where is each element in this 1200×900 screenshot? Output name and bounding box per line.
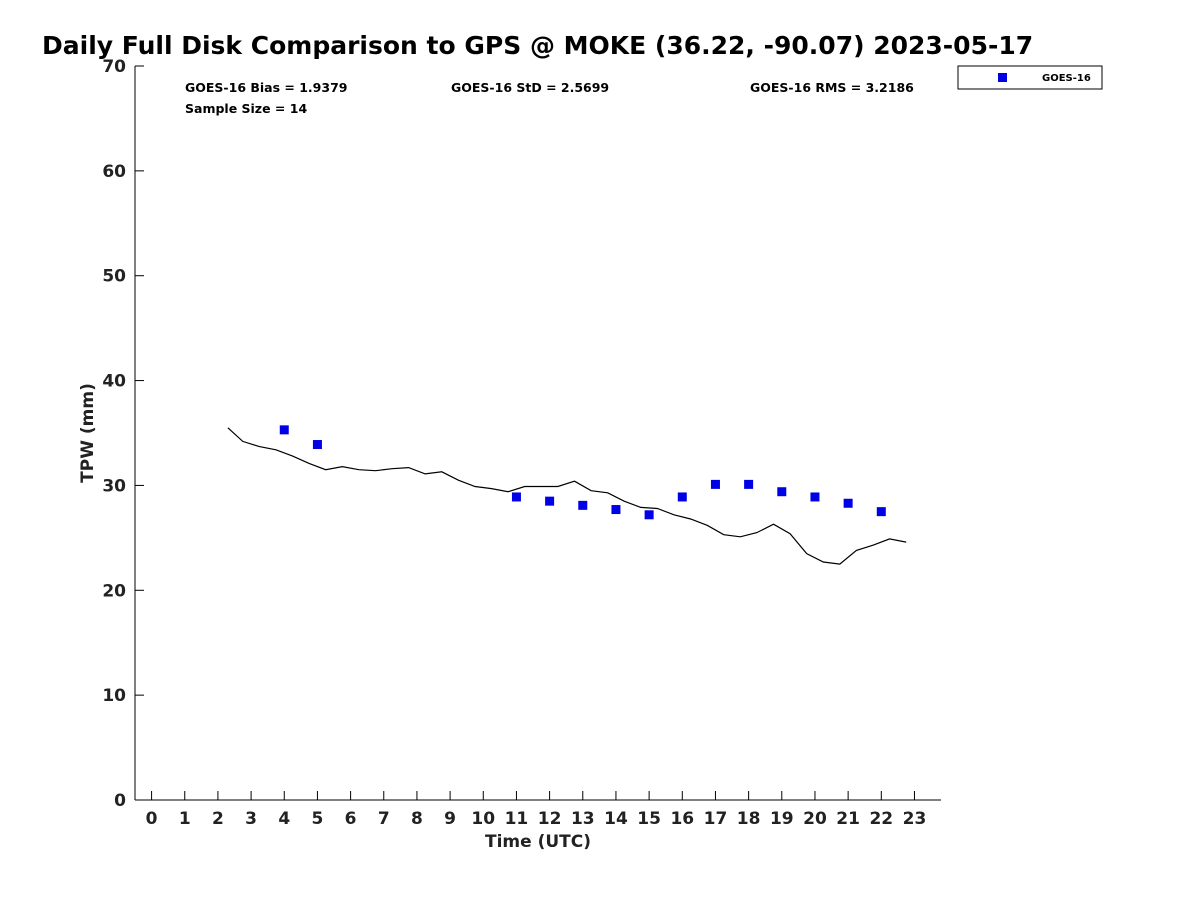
goes16-point [511,492,521,502]
x-tick-label: 5 [312,809,324,829]
x-axis-label: Time (UTC) [485,832,591,852]
x-tick-label: 4 [278,809,290,829]
sample-size-stat: Sample Size = 14 [185,101,307,116]
goes16-point [279,425,289,435]
goes16-point [611,505,621,515]
plot-area [227,425,907,565]
x-tick-label: 14 [604,809,628,829]
x-tick-label: 7 [378,809,390,829]
x-tick-label: 11 [505,809,529,829]
x-tick-label: 13 [571,809,595,829]
x-tick-label: 9 [444,809,456,829]
goes16-point [644,510,654,520]
x-tick-label: 23 [903,809,927,829]
goes16-point [810,492,820,502]
goes16-point [677,492,687,502]
goes16-point [710,479,720,489]
y-tick-label: 30 [102,476,126,496]
x-tick-label: 8 [411,809,423,829]
y-tick-label: 40 [102,372,126,392]
x-tick-label: 17 [704,809,728,829]
gps-tpw-line [227,427,907,565]
y-tick-label: 20 [102,581,126,601]
legend-marker-goes16 [998,73,1007,82]
goes16-point [312,440,322,450]
x-tick-label: 0 [146,809,158,829]
y-tick-label: 0 [114,791,126,811]
legend: GOES-16 [957,65,1103,90]
goes16-point [578,500,588,510]
x-tick-label: 22 [869,809,893,829]
y-axis-label: TPW (mm) [78,383,98,483]
x-tick-label: 18 [737,809,761,829]
legend-box [957,65,1103,90]
x-tick-label: 19 [770,809,794,829]
legend-label-goes16: GOES-16 [1042,73,1091,84]
rms-stat: GOES-16 RMS = 3.2186 [750,80,914,95]
std-stat: GOES-16 StD = 2.5699 [451,80,609,95]
goes16-point [744,479,754,489]
y-tick-label: 10 [102,686,126,706]
y-tick-label: 60 [102,162,126,182]
x-tick-label: 2 [212,809,224,829]
x-tick-label: 21 [836,809,860,829]
x-tick-label: 20 [803,809,827,829]
x-tick-label: 3 [245,809,257,829]
goes16-point [876,507,886,517]
x-tick-label: 1 [179,809,191,829]
bias-stat: GOES-16 Bias = 1.9379 [185,80,347,95]
x-tick-label: 6 [345,809,357,829]
y-tick-label: 50 [102,267,126,287]
goes16-point [545,496,555,506]
x-tick-label: 10 [471,809,495,829]
x-tick-label: 15 [637,809,661,829]
goes16-point [843,498,853,508]
x-tick-label: 12 [538,809,562,829]
goes16-point [777,487,787,497]
y-tick-label: 70 [102,57,126,77]
chart-title: Daily Full Disk Comparison to GPS @ MOKE… [42,31,1033,60]
x-tick-label: 16 [670,809,694,829]
